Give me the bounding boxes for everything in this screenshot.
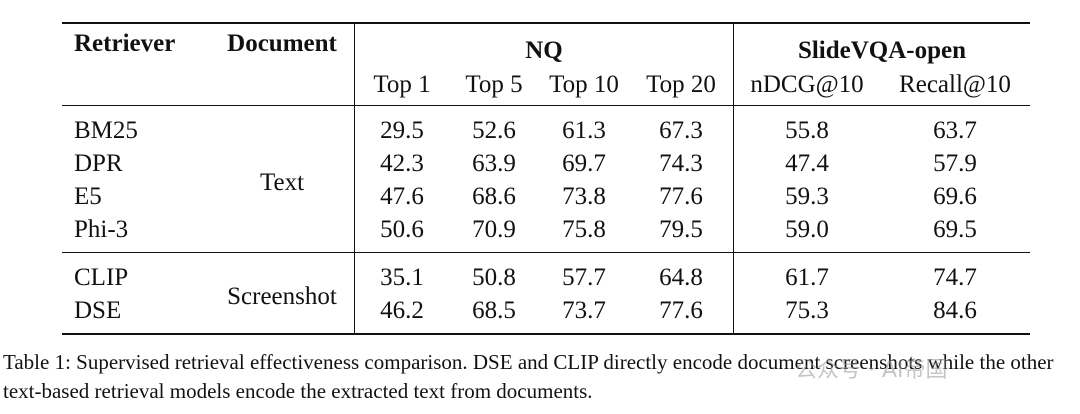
table-cell: 67.3	[629, 105, 734, 147]
retriever-name: Phi-3	[74, 215, 129, 243]
table-cell: 69.6	[933, 182, 977, 210]
header-nq: NQ	[354, 22, 734, 71]
table-row: Phi-3 50.6 70.9 75.8 79.5 59.0 69.5	[62, 213, 1030, 253]
table-cell: 50.6	[380, 215, 424, 243]
table-cell: 59.0	[785, 215, 829, 243]
table-cell: 29.5	[354, 105, 449, 147]
table-cell: 63.9	[472, 149, 516, 177]
retriever-name: CLIP	[62, 252, 210, 294]
table-cell: 50.8	[449, 252, 539, 294]
header-nq-top20: Top 20	[629, 71, 734, 106]
table-cell: 64.8	[629, 252, 734, 294]
retriever-name: BM25	[62, 105, 210, 147]
table-cell: 47.4	[785, 149, 829, 177]
table-cell: 59.3	[785, 182, 829, 210]
table-cell: 68.6	[472, 182, 516, 210]
table-cell: 77.6	[629, 180, 734, 213]
table-cell: 61.7	[733, 252, 880, 294]
table-cell: 57.7	[539, 252, 629, 294]
header-retriever: Retriever	[62, 22, 210, 106]
table-row: DPR 42.3 63.9 69.7 74.3 47.4 57.9	[62, 147, 1030, 180]
watermark: 公众号 · AI帝国	[795, 358, 948, 383]
table-cell: 35.1	[354, 252, 449, 294]
table-cell: 47.6	[380, 182, 424, 210]
retriever-name: E5	[74, 182, 102, 210]
document-type: Text	[210, 105, 355, 253]
table-cell: 61.3	[539, 105, 629, 147]
retriever-name: DSE	[62, 294, 210, 335]
table-cell: 73.8	[562, 182, 606, 210]
table-caption: Table 1: Supervised retrieval effectiven…	[3, 350, 1054, 403]
results-table: Retriever Document NQ SlideVQA-open Top …	[62, 22, 1030, 335]
table-cell: 75.3	[733, 294, 880, 335]
table-cell: 63.7	[880, 105, 1030, 147]
table-cell: 68.5	[449, 294, 539, 335]
table-cell: 69.7	[562, 149, 606, 177]
table-cell: 46.2	[354, 294, 449, 335]
document-type: Screenshot	[210, 252, 355, 335]
table-row: BM25 Text 29.5 52.6 61.3 67.3 55.8 63.7	[62, 105, 1030, 253]
table-cell: 55.8	[733, 105, 880, 147]
header-document: Document	[210, 22, 355, 106]
table-cell: 73.7	[539, 294, 629, 335]
table-cell: 70.9	[472, 215, 516, 243]
retriever-name: DPR	[74, 149, 123, 177]
table-cell: 69.5	[933, 215, 977, 243]
table-cell: 77.6	[629, 294, 734, 335]
table-cell: 42.3	[380, 149, 424, 177]
header-nq-top10: Top 10	[549, 71, 619, 98]
header-ndcg10: nDCG@10	[750, 71, 864, 98]
table-cell: 75.8	[562, 215, 606, 243]
table-row: DSE 46.2 68.5 73.7 77.6 75.3 84.6	[62, 294, 1030, 335]
table-cell: 79.5	[629, 213, 734, 253]
table-cell: 52.6	[449, 105, 539, 147]
header-nq-top5: Top 5	[465, 71, 523, 98]
header-nq-top1: Top 1	[373, 71, 431, 98]
table-cell: 74.3	[629, 147, 734, 180]
table-cell: 84.6	[880, 294, 1030, 335]
table-cell: 57.9	[933, 149, 977, 177]
table-row: E5 47.6 68.6 73.8 77.6 59.3 69.6	[62, 180, 1030, 213]
table-cell: 74.7	[880, 252, 1030, 294]
header-recall10: Recall@10	[899, 71, 1011, 98]
table-row: CLIP Screenshot 35.1 50.8 57.7 64.8 61.7…	[62, 252, 1030, 335]
header-slidevqa: SlideVQA-open	[733, 22, 1030, 71]
